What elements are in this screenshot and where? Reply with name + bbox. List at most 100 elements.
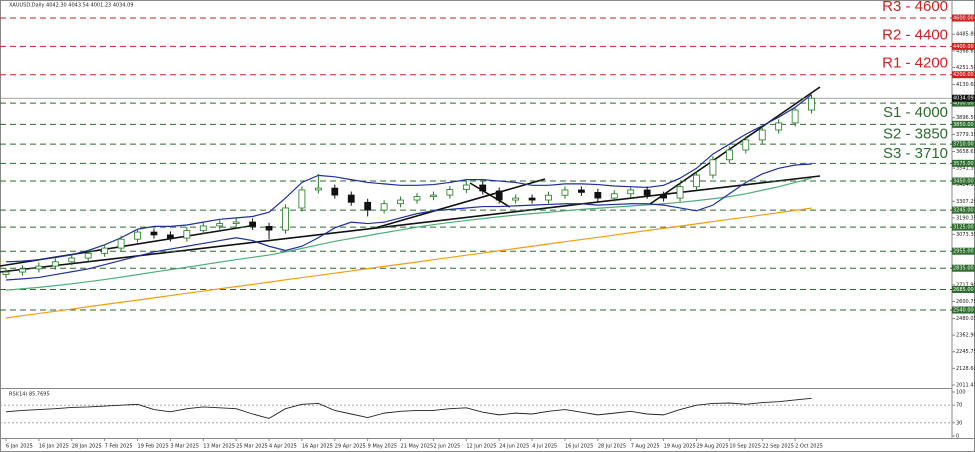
y-tick-label: 4485.80 [956, 32, 975, 38]
candle-body [693, 174, 700, 188]
candle-body [594, 191, 602, 199]
x-tick-label: 19 Feb 2025 [138, 444, 169, 450]
x-tick-label: 28 Jan 2025 [72, 444, 102, 450]
x-tick-label: 3 Mar 2025 [170, 444, 199, 450]
x-tick-label: 16 Jan 2025 [39, 444, 69, 450]
x-tick-label: 29 Apr 2025 [335, 444, 366, 450]
candle-body [101, 247, 109, 254]
y-tick-label: 3307.20 [956, 199, 975, 205]
y-tick-label: 3658.65 [956, 149, 975, 155]
y-tick-label: 4368.65 [956, 48, 975, 54]
candle-body [561, 189, 569, 196]
candle-body [479, 184, 487, 192]
x-tick-label: 12 Jun 2025 [466, 444, 496, 450]
candle-body [150, 231, 158, 236]
y-tick-label: 0 [956, 434, 959, 440]
trend-line [649, 86, 821, 205]
candle-body [462, 184, 470, 190]
candle-body [35, 265, 43, 270]
candle-body [709, 159, 717, 176]
y-tick-label: 4130.60 [956, 82, 975, 88]
level-tag-label: 4000.00 [953, 101, 974, 107]
level-tag [952, 99, 975, 107]
candle-body [446, 189, 454, 196]
x-tick-label: 19 Aug 2025 [664, 444, 696, 450]
level-label: R1 - 4200 [882, 55, 948, 72]
candle-body [742, 139, 750, 151]
y-tick-label: 3541.30 [956, 166, 975, 172]
candle-body [282, 207, 289, 231]
candle-body [528, 197, 536, 201]
level-tag-label: 4600.00 [953, 16, 974, 22]
candle-body [643, 189, 651, 196]
indicator-line [5, 207, 812, 319]
candle-body [660, 194, 667, 199]
candle-body [430, 194, 437, 198]
level-tag-label: 3710.00 [953, 142, 974, 148]
level-tag-label: 3575.00 [953, 161, 974, 167]
candle-body [791, 109, 799, 124]
level-tag [952, 14, 975, 22]
candle-body [725, 149, 733, 161]
y-tick-label: 4251.50 [956, 65, 975, 71]
x-tick-label: 16 Apr 2025 [302, 444, 333, 450]
level-label: S2 - 3850 [883, 125, 948, 142]
indicator-line [5, 94, 812, 263]
y-tick-label: 3424.35 [956, 182, 975, 188]
x-tick-label: 9 May 2025 [368, 444, 397, 450]
candle-body [249, 221, 257, 227]
candle-body [314, 187, 322, 191]
level-tag [952, 247, 975, 255]
y-tick-label: 2245.75 [956, 349, 975, 355]
x-tick-label: 25 Mar 2025 [236, 444, 268, 450]
x-tick-label: 28 Jul 2025 [598, 444, 626, 450]
candle-body [51, 261, 59, 267]
candle-body [775, 122, 783, 131]
candle-body [495, 190, 503, 201]
x-tick-label: 16 Jul 2025 [565, 444, 593, 450]
candle-body [347, 194, 355, 203]
x-tick-label: 6 Jan 2025 [6, 444, 33, 450]
level-tag-label: 3450.00 [953, 179, 974, 185]
level-tag [952, 140, 975, 148]
candle-body [364, 201, 372, 211]
y-tick-label: 2717.90 [956, 282, 975, 288]
candle-body [117, 238, 125, 249]
level-tag-label: 3850.00 [953, 122, 974, 128]
candle-body [84, 252, 92, 259]
y-tick-label: 3896.50 [956, 115, 975, 121]
level-label: S3 - 3710 [883, 145, 948, 162]
level-tag-label: 2955.00 [953, 249, 974, 255]
level-tag [952, 71, 975, 79]
level-tag-label: 4200.00 [953, 72, 974, 78]
level-tag-label: 2835.00 [953, 266, 974, 272]
y-tick-label: 2128.60 [956, 366, 975, 372]
x-tick-label: 7 Aug 2025 [631, 444, 660, 450]
y-tick-label: 2480.05 [956, 316, 975, 322]
candle-body [808, 97, 815, 111]
candle-body [216, 223, 224, 227]
x-tick-label: 4 Apr 2025 [269, 444, 297, 450]
x-tick-label: 13 Mar 2025 [203, 444, 235, 450]
level-label: R3 - 4600 [882, 0, 948, 15]
candle-body [2, 271, 10, 275]
candle-body [265, 225, 273, 231]
level-tag [952, 206, 975, 214]
x-tick-label: 2 Oct 2025 [795, 444, 823, 450]
level-tag [952, 264, 975, 272]
y-tick-label: 2011.45 [956, 382, 975, 388]
level-tag-label: 3245.00 [953, 208, 974, 214]
candle-body [578, 189, 585, 193]
candle-body [397, 199, 404, 205]
level-tag-label: 4400.00 [953, 44, 974, 50]
level-tag [952, 42, 975, 50]
level-tag [952, 306, 975, 314]
level-tag [952, 285, 975, 293]
level-tag-label: 3125.00 [953, 225, 974, 231]
x-tick-label: 10 Sep 2025 [729, 444, 761, 450]
x-tick-label: 29 Aug 2025 [696, 444, 728, 450]
candle-body [512, 197, 520, 201]
indicator-line [5, 163, 812, 281]
x-tick-label: 7 Feb 2025 [105, 444, 133, 450]
